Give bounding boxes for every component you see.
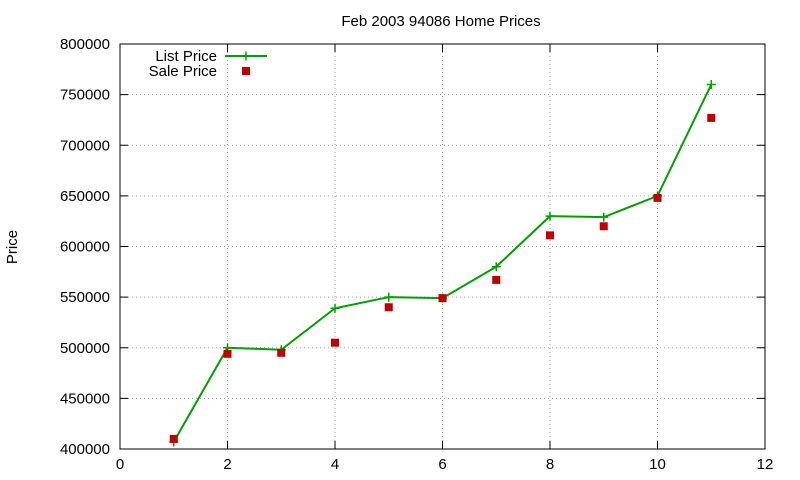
y-tick-label: 800000 [60, 36, 110, 53]
grid [120, 44, 765, 449]
y-tick-label: 750000 [60, 87, 110, 104]
chart-title: Feb 2003 94086 Home Prices [341, 13, 540, 30]
y-tick-label: 550000 [60, 289, 110, 306]
x-tick-label: 0 [116, 456, 124, 473]
x-tick-label: 12 [757, 456, 774, 473]
sale-price-point [223, 349, 232, 358]
sale-price-point [277, 348, 286, 357]
sale-price-point [384, 303, 393, 312]
sale-price-point [546, 231, 554, 240]
x-tick-label: 10 [649, 456, 666, 473]
sale-price-point [653, 193, 662, 202]
legend-marker-list-price [241, 51, 251, 61]
y-axis-label: Price [4, 230, 21, 264]
x-tick-label: 2 [223, 456, 231, 473]
list-price-point [706, 80, 716, 89]
list-price-point [491, 262, 501, 272]
sale-price-point [599, 222, 608, 231]
legend-marker-sale-price [242, 67, 250, 75]
legend-label-sale-price: Sale Price [149, 63, 217, 80]
list-price-point [545, 211, 555, 221]
y-tick-label: 650000 [60, 188, 110, 205]
y-tick-label: 600000 [60, 239, 110, 256]
y-tick-label: 450000 [60, 390, 110, 407]
sale-price-point [169, 434, 178, 443]
list-price-point [599, 212, 609, 222]
sale-price-point [331, 338, 339, 347]
sale-price-point [438, 294, 447, 303]
sale-price-point [707, 113, 716, 122]
x-tick-label: 4 [331, 456, 339, 473]
sale-price-point [492, 275, 501, 284]
x-tick-label: 6 [438, 456, 446, 473]
y-tick-label: 700000 [60, 137, 110, 154]
plot-area [169, 80, 716, 447]
list-price-point [330, 303, 340, 313]
list-price-point [384, 292, 394, 302]
axes: 0 2 4 6 8 10 12 400000 450000 500000 550000 600000 6… [60, 36, 773, 473]
y-tick-label: 400000 [60, 441, 110, 458]
x-tick-label: 8 [546, 456, 554, 473]
y-tick-label: 500000 [60, 340, 110, 357]
legend-label-list-price: List Price [155, 48, 217, 65]
